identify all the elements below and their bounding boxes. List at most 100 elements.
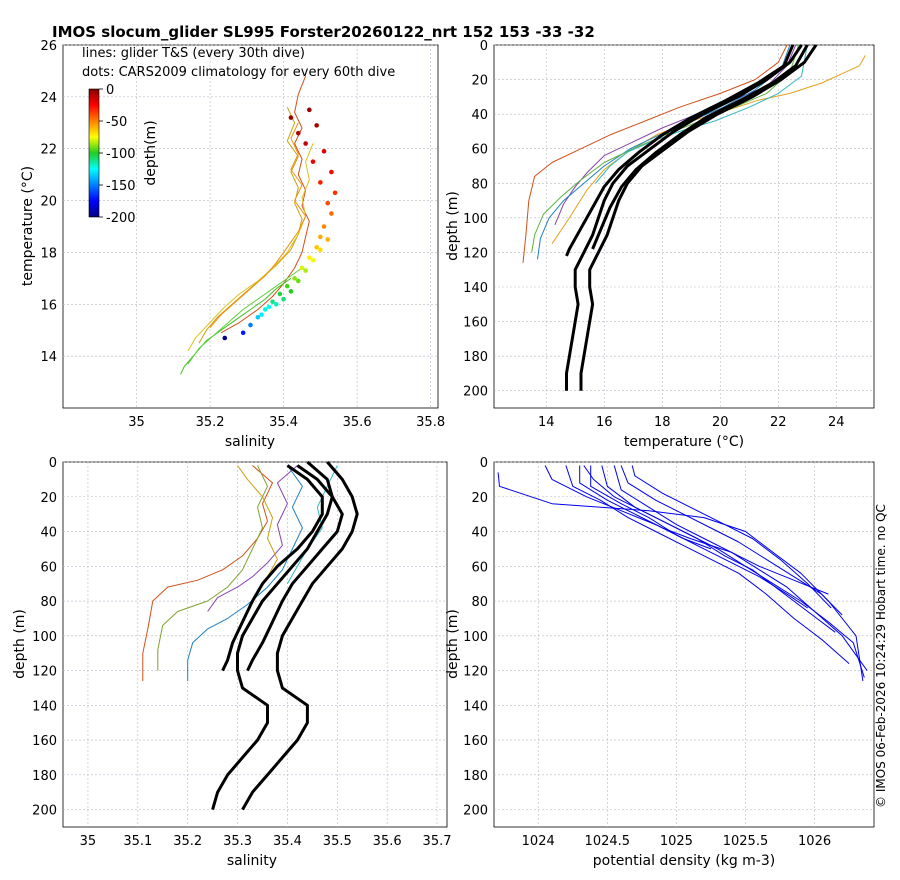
climatology-dot — [318, 180, 323, 185]
sal-ytick-label: 80 — [40, 595, 57, 610]
dens-xtick-label: 1025 — [660, 834, 693, 849]
temp-ylabel: depth (m) — [445, 191, 461, 261]
temp-xtick-label: 20 — [712, 415, 729, 430]
climatology-dot — [255, 314, 261, 320]
dens-xtick-label: 1024.5 — [585, 834, 631, 849]
sal-ytick-label: 160 — [32, 734, 57, 749]
sal-tick-labels: 35 35.1 35.2 35.3 35.4 35.5 35.6 35.7 0 20 40 60 80 1… — [32, 456, 451, 849]
temp-ytick-label: 0 — [480, 39, 488, 54]
dens-xtick-label: 1026 — [798, 834, 831, 849]
sal-glider-line — [286, 465, 338, 584]
temp-ytick-label: 40 — [471, 108, 488, 123]
ts-ytick-label: 16 — [40, 298, 57, 313]
climatology-dot — [248, 322, 253, 328]
sal-ytick-label: 40 — [40, 526, 57, 541]
dens-ytick-label: 140 — [463, 699, 488, 714]
ts-panel: 35 35.2 35.4 35.6 35.8 14 16 18 20 22 24 26 salinit… — [20, 39, 445, 450]
ts-ytick-label: 22 — [40, 143, 57, 158]
dens-glider-line — [565, 465, 850, 664]
ts-ytick-label: 20 — [40, 195, 57, 210]
temp-ytick-label: 100 — [463, 212, 488, 227]
colorbar-tick-label: -200 — [106, 211, 136, 226]
ts-xtick-label: 35 — [128, 415, 145, 430]
temp-glider-line — [554, 44, 797, 225]
dens-xlabel: potential density (kg m-3) — [593, 853, 775, 869]
temp-xlabel: temperature (°C) — [624, 434, 744, 450]
climatology-dot — [284, 283, 290, 289]
dens-glider-lines — [497, 465, 868, 682]
ts-xtick-label: 35.2 — [196, 415, 225, 430]
ts-xtick-label: 35.6 — [343, 415, 372, 430]
climatology-dot — [259, 312, 264, 317]
climatology-dot — [307, 107, 312, 113]
sal-climatology-line — [246, 464, 344, 672]
climatology-dot — [321, 224, 327, 229]
sal-glider-lines — [142, 465, 338, 681]
climatology-dot — [321, 149, 327, 154]
temp-ytick-label: 200 — [463, 385, 488, 400]
temp-ytick-label: 180 — [463, 350, 488, 365]
sal-glider-line — [187, 465, 303, 681]
dens-ytick-label: 160 — [463, 734, 488, 749]
sal-ytick-label: 120 — [32, 665, 57, 680]
ts-climatology-dots — [222, 107, 338, 341]
ts-ylabel: temperature (°C) — [20, 166, 36, 286]
colorbar-tick-label: 0 — [106, 83, 114, 98]
sal-climatology-lines — [211, 460, 359, 811]
sal-xtick-label: 35.3 — [223, 834, 252, 849]
temp-ytick-label: 140 — [463, 281, 488, 296]
dens-glider-line — [583, 465, 836, 633]
sal-ytick-label: 140 — [32, 699, 57, 714]
climatology-dot — [303, 268, 308, 273]
colorbar-ticks: 0 -50 -100 -150 -200 — [99, 83, 136, 226]
climatology-dot — [314, 123, 319, 128]
sal-xtick-label: 35.6 — [373, 834, 402, 849]
climatology-dot — [222, 335, 228, 341]
sal-ytick-label: 60 — [40, 560, 57, 575]
climatology-dot — [325, 237, 331, 242]
temp-xtick-label: 16 — [596, 415, 613, 430]
ts-xtick-label: 35.4 — [269, 415, 298, 430]
ts-glider-lines — [180, 75, 314, 375]
dens-xtick-label: 1024 — [522, 834, 555, 849]
dens-ytick-label: 60 — [471, 560, 488, 575]
climatology-dot — [299, 265, 305, 271]
temp-ytick-label: 80 — [471, 177, 488, 192]
dens-ytick-label: 100 — [463, 630, 488, 645]
sal-glider-line — [157, 465, 268, 671]
climatology-dot — [329, 211, 334, 216]
climatology-dot — [266, 304, 272, 310]
climatology-dot — [295, 130, 301, 136]
sal-xtick-label: 35.1 — [123, 834, 152, 849]
sal-ytick-label: 20 — [40, 491, 57, 506]
dens-glider-line — [631, 465, 832, 609]
colorbar-tick-label: -150 — [106, 179, 136, 194]
ts-annotation-dots: dots: CARS2009 climatology for every 60t… — [82, 65, 395, 80]
ts-glider-line — [180, 277, 292, 375]
dens-ytick-label: 180 — [463, 769, 488, 784]
dens-glider-line — [497, 472, 864, 682]
ts-glider-line — [209, 122, 307, 328]
temp-tick-labels: 14 16 18 20 22 24 0 20 40 60 80 100 120 140 160 180 200 — [463, 39, 844, 430]
dens-glider-line — [579, 465, 868, 671]
sal-ylabel: depth (m) — [12, 609, 28, 679]
temp-xtick-label: 22 — [770, 415, 787, 430]
ts-axes-frame — [62, 44, 439, 409]
dens-ytick-label: 40 — [471, 526, 488, 541]
temp-climatology-line — [565, 44, 803, 391]
ts-tick-labels: 35 35.2 35.4 35.6 35.8 14 16 18 20 22 24 26 — [40, 39, 445, 430]
dens-tick-labels: 1024 1024.5 1025 1025.5 1026 0 20 40 60 80 100 120 1… — [463, 456, 831, 849]
ts-xlabel: salinity — [225, 434, 275, 450]
temp-xtick-label: 14 — [538, 415, 555, 430]
salinity-panel: 35 35.1 35.2 35.3 35.4 35.5 35.6 35.7 0 20 40 60 80 1… — [12, 456, 452, 869]
sal-ytick-label: 0 — [49, 456, 57, 471]
ts-xtick-label: 35.8 — [416, 415, 445, 430]
sal-ytick-label: 100 — [32, 630, 57, 645]
climatology-dot — [295, 278, 301, 284]
sal-climatology-line — [241, 461, 359, 811]
ts-glider-line — [220, 75, 310, 334]
temp-glider-line — [537, 44, 791, 260]
dens-glider-line — [613, 465, 829, 595]
climatology-dot — [288, 289, 294, 294]
dens-ytick-label: 80 — [471, 595, 488, 610]
